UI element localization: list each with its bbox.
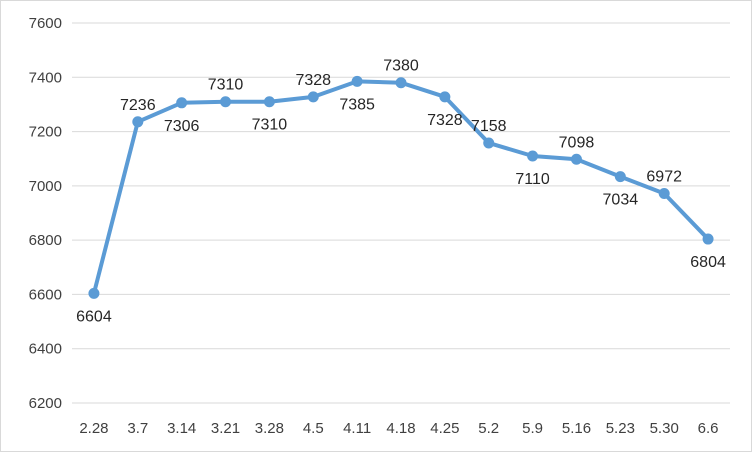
- x-tick-label: 5.2: [478, 420, 499, 437]
- data-label: 7306: [164, 118, 200, 135]
- y-axis: 6200 6400 6600 6800 7000 7200 7400 7600: [29, 15, 62, 412]
- x-tick-label: 5.16: [562, 420, 591, 437]
- data-label: 7034: [603, 192, 639, 209]
- data-label: 6972: [646, 168, 682, 185]
- y-tick-label: 6600: [29, 286, 62, 303]
- x-tick-label: 5.30: [650, 420, 679, 437]
- data-point: [527, 150, 539, 162]
- data-point: [570, 153, 582, 165]
- series-line: [91, 79, 711, 296]
- y-tick-label: 6400: [29, 341, 62, 358]
- data-label: 7310: [208, 77, 244, 94]
- x-tick-label: 3.28: [255, 420, 284, 437]
- gridlines: [72, 22, 730, 404]
- data-label: 6804: [690, 254, 726, 271]
- data-label: 7385: [339, 96, 375, 113]
- x-tick-label: 3.14: [167, 420, 196, 437]
- data-point: [351, 75, 363, 87]
- x-tick-label: 4.18: [386, 420, 415, 437]
- data-label: 7158: [471, 118, 507, 135]
- x-tick-label: 4.25: [430, 420, 459, 437]
- data-point: [132, 116, 144, 128]
- data-point: [88, 287, 100, 299]
- data-point: [702, 233, 714, 245]
- x-tick-label: 3.21: [211, 420, 240, 437]
- x-tick-label: 2.28: [79, 420, 108, 437]
- data-point: [614, 171, 626, 183]
- data-point: [220, 96, 232, 108]
- data-label: 6604: [76, 308, 112, 325]
- data-point: [658, 187, 670, 199]
- y-tick-label: 7600: [29, 15, 62, 32]
- data-point: [307, 91, 319, 103]
- y-tick-label: 7000: [29, 178, 62, 195]
- data-labels: 6604 7236 7306 7310 7310 7328 7385 7380 7328 7158…: [76, 58, 726, 326]
- data-label: 7380: [383, 58, 419, 75]
- x-tick-label: 5.23: [606, 420, 635, 437]
- data-point: [176, 97, 188, 109]
- x-tick-label: 5.9: [522, 420, 543, 437]
- y-tick-label: 6800: [29, 232, 62, 249]
- data-label: 7110: [515, 171, 550, 188]
- x-tick-label: 3.7: [127, 420, 148, 437]
- data-points: [88, 75, 714, 299]
- data-point: [395, 77, 407, 89]
- data-point: [483, 137, 495, 149]
- data-label: 7310: [252, 117, 288, 134]
- data-label: 7236: [120, 97, 156, 114]
- data-label: 7328: [295, 72, 331, 89]
- data-point: [263, 96, 275, 108]
- data-label: 7328: [427, 112, 463, 129]
- x-axis: 2.28 3.7 3.14 3.21 3.28 4.5 4.11 4.18 4.25 5.2 5.9…: [79, 420, 718, 437]
- data-label: 7098: [559, 134, 595, 151]
- y-tick-label: 6200: [29, 395, 62, 412]
- y-tick-label: 7200: [29, 124, 62, 141]
- x-tick-label: 6.6: [698, 420, 719, 437]
- y-tick-label: 7400: [29, 69, 62, 86]
- data-point: [439, 91, 451, 103]
- x-tick-label: 4.11: [343, 420, 371, 437]
- x-tick-label: 4.5: [303, 420, 324, 437]
